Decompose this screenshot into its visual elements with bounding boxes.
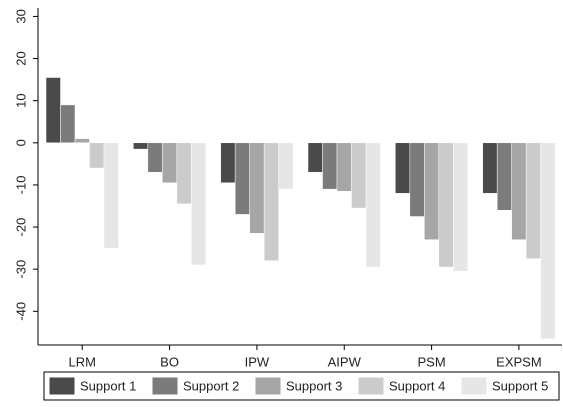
legend-label-support-4: Support 4: [389, 379, 445, 394]
bar-psm-support-4: [438, 142, 454, 268]
x-tick-label-expsm: EXPSM: [496, 355, 542, 370]
bar-aipw-support-2: [322, 142, 338, 190]
legend-label-support-2: Support 2: [183, 379, 239, 394]
x-tick-label-psm: PSM: [417, 355, 445, 370]
bar-expsm-support-4: [525, 142, 541, 259]
bar-lrm-support-5: [103, 142, 119, 249]
y-tick-label: -40: [14, 302, 29, 321]
legend-swatch-support-2: [152, 377, 178, 395]
bar-aipw-support-1: [307, 142, 323, 173]
bar-lrm-support-3: [74, 138, 90, 144]
bar-expsm-support-5: [540, 142, 556, 339]
x-tick-label-lrm: LRM: [69, 355, 96, 370]
legend-swatch-support-4: [358, 377, 384, 395]
legend-swatch-support-3: [255, 377, 281, 395]
x-tick-label-bo: BO: [160, 355, 179, 370]
legend-label-support-1: Support 1: [80, 379, 136, 394]
y-tick-label: 10: [14, 93, 29, 107]
y-tick-label: -30: [14, 260, 29, 279]
bar-expsm-support-3: [511, 142, 527, 240]
legend-label-support-3: Support 3: [286, 379, 342, 394]
bar-psm-support-2: [409, 142, 425, 217]
x-tick-label-ipw: IPW: [245, 355, 270, 370]
bar-bo-support-3: [162, 142, 178, 184]
y-tick-label: 30: [14, 9, 29, 23]
bar-aipw-support-3: [336, 142, 352, 192]
legend-swatch-support-5: [461, 377, 487, 395]
bars-layer: [45, 77, 556, 339]
axes-layer: 30 20 10 0 -10 -20 -30 -40 LRM BO IPW AIPW PSM EXPSM: [14, 8, 562, 370]
bar-lrm-support-1: [45, 77, 61, 144]
legend-label-support-5: Support 5: [492, 379, 548, 394]
bar-expsm-support-2: [496, 142, 512, 211]
bar-psm-support-3: [424, 142, 440, 240]
y-tick-label: -10: [14, 176, 29, 195]
bar-ipw-support-5: [278, 142, 294, 190]
legend: Support 1 Support 2 Support 3 Support 4 Supp…: [43, 371, 560, 401]
bar-psm-support-1: [395, 142, 411, 194]
bar-ipw-support-3: [249, 142, 265, 234]
y-tick-label: 20: [14, 51, 29, 65]
bar-bo-support-5: [191, 142, 207, 266]
bar-aipw-support-5: [365, 142, 381, 268]
y-tick-label: 0: [14, 139, 29, 146]
bar-bo-support-1: [133, 142, 149, 150]
bar-lrm-support-2: [60, 104, 76, 144]
legend-swatch-support-1: [49, 377, 75, 395]
bar-expsm-support-1: [482, 142, 498, 194]
bar-bo-support-2: [147, 142, 163, 173]
bar-ipw-support-2: [234, 142, 250, 215]
bar-bo-support-4: [176, 142, 192, 205]
bar-psm-support-5: [453, 142, 469, 272]
y-tick-label: -20: [14, 218, 29, 237]
bar-aipw-support-4: [351, 142, 367, 209]
x-tick-label-aipw: AIPW: [328, 355, 362, 370]
bar-lrm-support-4: [89, 142, 105, 169]
bar-ipw-support-1: [220, 142, 236, 184]
bar-ipw-support-4: [263, 142, 279, 261]
